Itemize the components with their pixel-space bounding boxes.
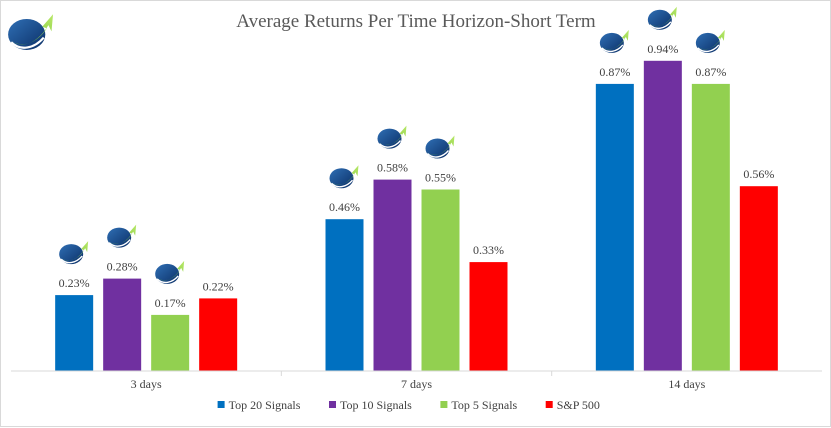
data-label-top-5-signals-14-days: 0.87% — [695, 65, 726, 79]
data-label-sandp-500-14-days: 0.56% — [743, 167, 774, 181]
bar-top-5-signals-3-days — [151, 314, 190, 371]
category-label-3-days: 3 days — [131, 377, 162, 391]
category-label-14-days: 14 days — [668, 377, 705, 391]
data-label-top-10-signals-14-days: 0.94% — [647, 42, 678, 56]
signal-logo-icon — [647, 6, 678, 31]
category-labels: 3 days 7 days 14 days — [131, 371, 706, 391]
data-label-top-20-signals-3-days: 0.23% — [59, 276, 90, 290]
signal-logo-icon — [424, 134, 456, 160]
bar-top-5-signals-14-days — [691, 83, 730, 372]
legend: Top 20 Signals Top 10 Signals Top 5 Signal… — [217, 398, 600, 412]
bar-top-20-signals-3-days — [55, 295, 94, 371]
bar-sandp-500-3-days — [199, 298, 238, 371]
bar-sandp-500-7-days — [469, 262, 508, 371]
legend-swatch — [440, 401, 448, 408]
data-label-top-10-signals-3-days: 0.28% — [107, 260, 138, 274]
signal-logo-icon — [106, 223, 137, 249]
legend-swatch — [217, 401, 225, 408]
data-label-top-20-signals-7-days: 0.46% — [329, 200, 360, 214]
data-label-sandp-500-7-days: 0.33% — [473, 243, 504, 257]
legend-label: Top 5 Signals — [451, 398, 517, 412]
data-label-sandp-500-3-days: 0.22% — [203, 279, 234, 293]
signal-logo-icon — [154, 260, 185, 285]
signal-logo-icon — [695, 29, 726, 54]
chart-title: Average Returns Per Time Horizon-Short T… — [236, 11, 596, 32]
bar-top-10-signals-7-days — [373, 179, 412, 371]
legend-item-top-20-signals: Top 20 Signals — [217, 398, 301, 412]
data-label-top-5-signals-3-days: 0.17% — [155, 296, 186, 310]
bar-top-20-signals-7-days — [325, 219, 364, 371]
signal-logo-icon — [58, 240, 89, 265]
legend-swatch — [329, 401, 336, 408]
bar-top-10-signals-14-days — [643, 60, 682, 372]
bar-top-20-signals-14-days — [595, 83, 634, 372]
signal-logo-icon — [599, 29, 630, 54]
legend-label: S&P 500 — [557, 398, 600, 412]
legend-swatch — [545, 401, 553, 408]
legend-label: Top 20 Signals — [229, 398, 301, 412]
legend-item-top-5-signals: Top 5 Signals — [440, 398, 518, 412]
bar-sandp-500-14-days — [739, 186, 778, 371]
signal-logo-icon — [328, 164, 360, 189]
legend-label: Top 10 Signals — [340, 398, 412, 412]
category-label-7-days: 7 days — [401, 377, 432, 391]
growth-arrow-globe-logo-icon — [7, 13, 55, 52]
signal-logo-icon — [376, 124, 408, 150]
legend-item-sandp-500: S&P 500 — [545, 398, 600, 412]
bar-top-10-signals-3-days — [103, 278, 142, 371]
data-label-top-20-signals-14-days: 0.87% — [599, 65, 630, 79]
bar-top-5-signals-7-days — [421, 189, 460, 371]
legend-item-top-10-signals: Top 10 Signals — [329, 398, 412, 412]
corner-logo — [7, 13, 55, 52]
data-label-top-5-signals-7-days: 0.55% — [425, 171, 456, 185]
data-label-top-10-signals-7-days: 0.58% — [377, 161, 408, 175]
bars-layer: 0.23% 0.28% 0.17% 0.22% 0.46% 0.58% 0.55% 0.33%… — [55, 6, 778, 372]
